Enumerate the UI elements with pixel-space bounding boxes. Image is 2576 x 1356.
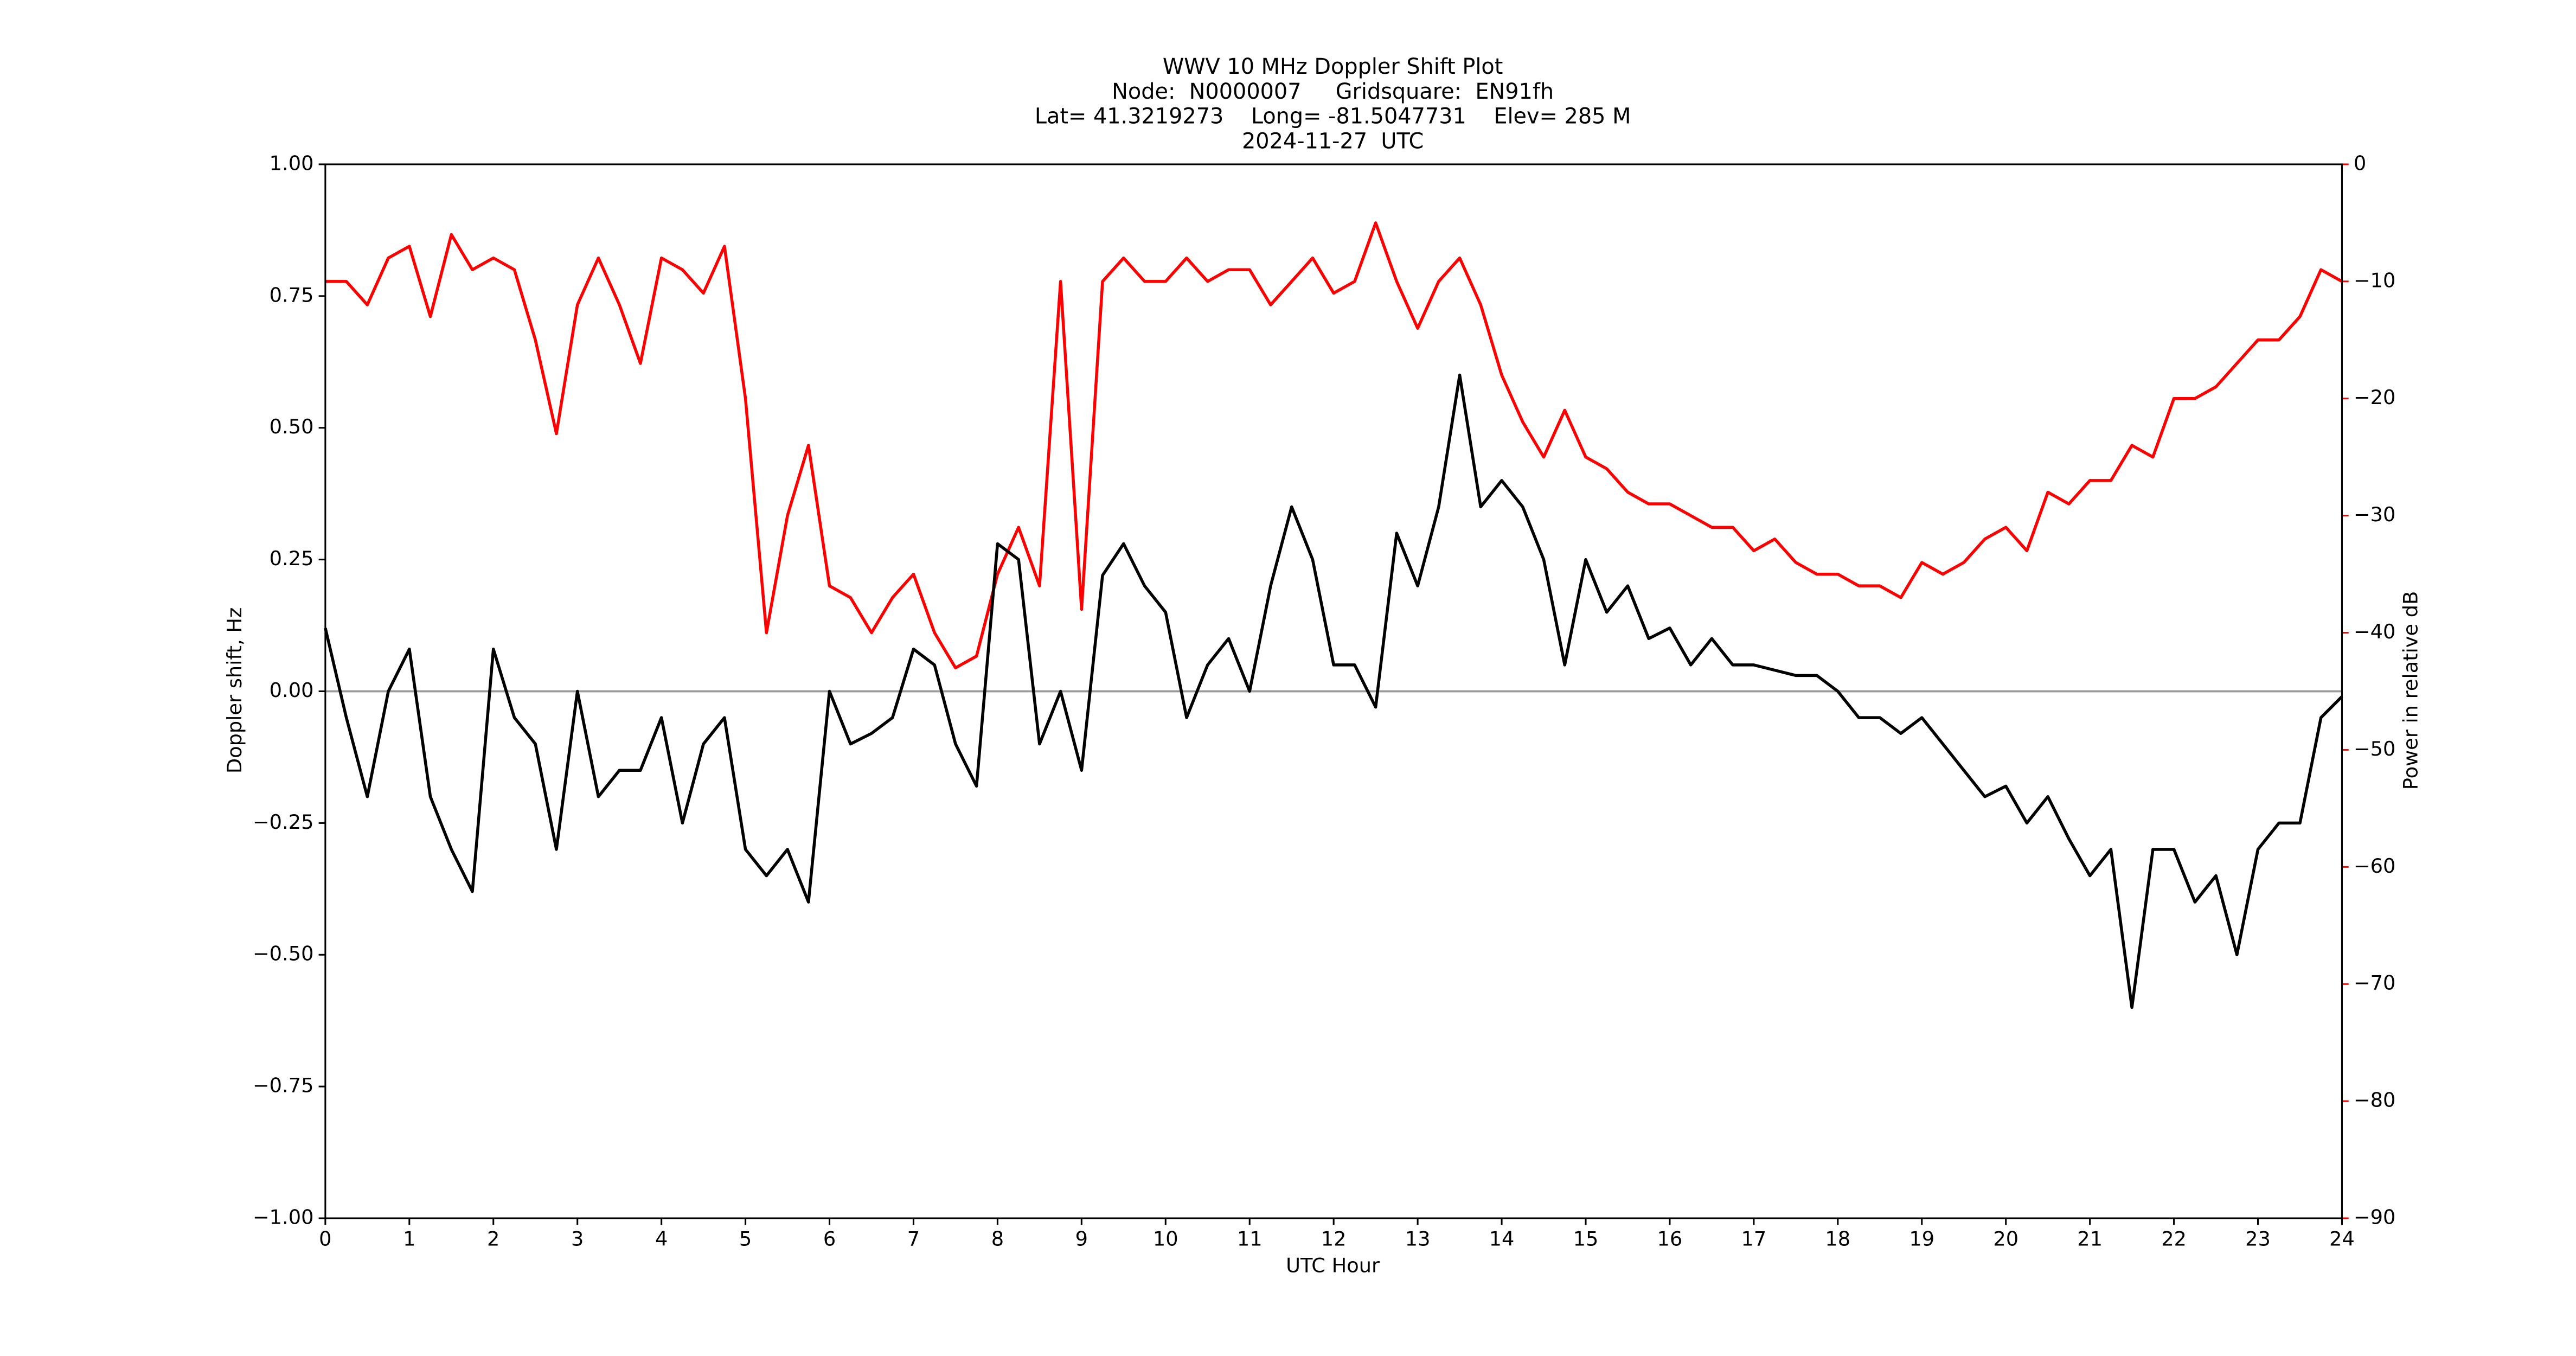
- x-tick-label: 10: [1153, 1227, 1178, 1250]
- x-tick-label: 12: [1321, 1227, 1347, 1250]
- x-tick-label: 23: [2245, 1227, 2271, 1250]
- x-tick-label: 5: [739, 1227, 752, 1250]
- chart-title: Lat= 41.3219273 Long= -81.5047731 Elev= …: [1035, 104, 1631, 129]
- y2-tick-label: −50: [2354, 737, 2396, 760]
- x-tick-label: 6: [823, 1227, 836, 1250]
- chart-title: 2024-11-27 UTC: [1242, 129, 1424, 154]
- x-tick-label: 21: [2077, 1227, 2103, 1250]
- x-tick-label: 14: [1489, 1227, 1515, 1250]
- y-tick-label: −0.25: [253, 810, 314, 834]
- x-tick-label: 8: [991, 1227, 1004, 1250]
- chart-title: WWV 10 MHz Doppler Shift Plot: [1163, 54, 1503, 79]
- y2-tick-label: −80: [2354, 1089, 2396, 1112]
- y2-tick-label: −90: [2354, 1206, 2396, 1229]
- x-tick-label: 20: [1993, 1227, 2018, 1250]
- y-tick-label: 1.00: [270, 151, 314, 175]
- y-axis-label: Doppler shift, Hz: [223, 607, 246, 773]
- x-tick-label: 16: [1657, 1227, 1683, 1250]
- y-tick-label: −0.50: [253, 942, 314, 965]
- y-tick-label: −1.00: [253, 1206, 314, 1229]
- y-tick-label: 0.75: [270, 283, 314, 306]
- y2-tick-label: 0: [2354, 151, 2366, 175]
- x-tick-label: 1: [403, 1227, 415, 1250]
- y2-tick-label: −60: [2354, 854, 2396, 878]
- x-tick-label: 11: [1237, 1227, 1263, 1250]
- chart-title: Node: N0000007 Gridsquare: EN91fh: [1112, 79, 1554, 104]
- x-tick-label: 19: [1909, 1227, 1934, 1250]
- y2-tick-label: −30: [2354, 503, 2396, 526]
- y-tick-label: 0.00: [270, 679, 314, 702]
- x-tick-label: 0: [319, 1227, 331, 1250]
- y2-axis-label: Power in relative dB: [2399, 591, 2423, 790]
- x-tick-label: 9: [1075, 1227, 1088, 1250]
- x-axis-label: UTC Hour: [1286, 1253, 1380, 1277]
- x-tick-label: 24: [2329, 1227, 2355, 1250]
- x-tick-label: 7: [907, 1227, 920, 1250]
- x-tick-label: 15: [1573, 1227, 1599, 1250]
- y-tick-label: −0.75: [253, 1074, 314, 1097]
- y2-tick-label: −70: [2354, 971, 2396, 995]
- x-tick-label: 22: [2161, 1227, 2187, 1250]
- x-tick-label: 18: [1825, 1227, 1850, 1250]
- series-line: [325, 221, 2343, 670]
- y2-tick-label: −20: [2354, 386, 2396, 409]
- y-tick-label: 0.50: [270, 415, 314, 438]
- plot-frame: [324, 163, 2343, 1219]
- x-tick-label: 13: [1405, 1227, 1431, 1250]
- x-tick-label: 3: [571, 1227, 584, 1250]
- x-tick-label: 4: [655, 1227, 668, 1250]
- y-tick-label: 0.25: [270, 547, 314, 570]
- x-tick-label: 17: [1741, 1227, 1767, 1250]
- y2-tick-label: −10: [2354, 268, 2396, 292]
- x-tick-label: 2: [487, 1227, 499, 1250]
- series-line: [324, 373, 2343, 1009]
- y2-tick-label: −40: [2354, 620, 2396, 643]
